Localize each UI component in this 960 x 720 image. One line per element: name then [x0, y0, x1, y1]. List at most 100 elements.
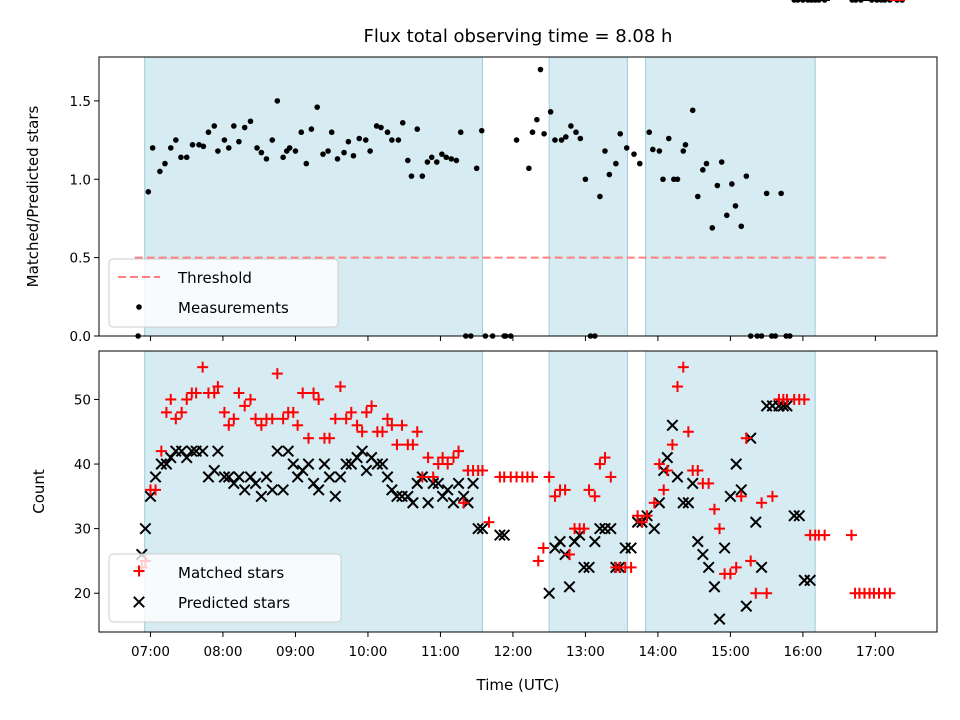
measurement-point — [700, 167, 706, 173]
measurement-point — [205, 129, 212, 136]
matched-star-point — [190, 387, 202, 399]
matched-star-point — [798, 393, 810, 405]
measurement-point — [868, 0, 875, 3]
measurement-point — [303, 160, 310, 167]
matched-star-point — [345, 406, 357, 418]
measurement-point — [362, 137, 369, 143]
measurement-point — [694, 193, 701, 200]
matched-star-point — [692, 465, 704, 477]
measurement-point — [247, 118, 254, 125]
predicted-marker-stroke — [441, 483, 454, 496]
predicted-star-point — [588, 535, 601, 548]
predicted-star-point — [793, 509, 806, 522]
measurement-point — [534, 116, 540, 123]
predicted-star-point — [788, 509, 801, 522]
predicted-marker-stroke — [329, 490, 342, 503]
measurement-point — [419, 173, 426, 179]
predicted-star-point — [713, 613, 726, 625]
measurement-point — [631, 151, 637, 157]
predicted-marker-stroke — [543, 587, 556, 600]
matched-star-point — [648, 497, 660, 509]
predicted-star-point — [594, 522, 606, 535]
measurement-point — [328, 129, 335, 136]
predicted-star-point — [155, 458, 168, 470]
measurement-point — [389, 137, 395, 143]
predicted-star-point — [493, 529, 506, 542]
measurement-point — [286, 145, 293, 151]
predicted-marker-stroke — [724, 490, 737, 503]
matched-star-point — [313, 393, 325, 405]
matched-star-point — [682, 426, 694, 438]
measurement-point — [597, 193, 603, 200]
measurement-point — [378, 124, 384, 131]
legend-predicted-label: Predicted stars — [178, 594, 290, 612]
matched-star-point — [396, 419, 408, 431]
matched-star-point — [239, 400, 251, 412]
x-tick-label: 15:00 — [711, 644, 750, 660]
x-tick-label: 08:00 — [204, 644, 243, 660]
top-y-axis-label: Matched/Predicted stars — [24, 106, 42, 288]
predicted-marker-stroke — [422, 496, 435, 509]
top-observing-window — [645, 56, 816, 337]
predicted-marker-stroke — [266, 483, 279, 496]
matched-star-point — [703, 477, 715, 489]
x-tick-label: 17:00 — [856, 644, 895, 660]
matched-star-point — [366, 400, 378, 412]
predicted-marker-stroke — [356, 445, 369, 458]
predicted-star-point — [233, 471, 245, 483]
measurement-point — [157, 168, 163, 175]
matched-star-point — [661, 465, 673, 477]
matched-star-point — [526, 471, 538, 483]
measurement-point — [173, 137, 179, 143]
measurement-point — [682, 141, 689, 148]
measurement-point — [399, 120, 406, 126]
matched-star-point — [625, 561, 637, 573]
measurement-point — [439, 151, 445, 157]
predicted-star-point — [391, 490, 403, 503]
matched-star-point — [391, 439, 403, 451]
matched-star-point — [730, 561, 742, 573]
matched-star-point — [303, 432, 314, 444]
predicted-star-point — [447, 496, 460, 509]
predicted-marker-stroke — [755, 561, 768, 574]
measurement-point — [529, 129, 536, 136]
predicted-marker-stroke — [406, 496, 419, 509]
predicted-marker-stroke — [498, 529, 511, 542]
measurement-point — [145, 188, 152, 195]
measurement-point — [263, 156, 270, 162]
matched-star-point — [334, 381, 346, 393]
matched-star-point — [437, 452, 449, 464]
predicted-star-point — [625, 542, 637, 554]
predicted-marker-stroke — [686, 477, 699, 490]
matched-star-point — [181, 393, 193, 405]
matched-star-point — [453, 445, 465, 457]
predicted-star-point — [139, 522, 152, 535]
predicted-marker-stroke — [371, 458, 384, 470]
matched-star-point — [360, 406, 372, 418]
matched-star-point — [447, 452, 459, 464]
predicted-star-point — [563, 580, 576, 593]
predicted-marker-stroke — [277, 483, 290, 496]
matched-star-point — [308, 387, 320, 399]
predicted-star-point — [360, 464, 373, 477]
predicted-marker-stroke — [282, 445, 295, 458]
predicted-marker-stroke — [287, 458, 300, 470]
predicted-star-point — [476, 522, 489, 535]
measurement-point — [350, 152, 357, 159]
measurement-point — [384, 129, 391, 136]
measurement-point — [743, 173, 750, 179]
predicted-marker-stroke — [476, 522, 489, 535]
measurement-point — [189, 141, 196, 148]
predicted-marker-stroke — [648, 522, 661, 535]
measurement-point — [795, 0, 801, 3]
predicted-star-point — [682, 496, 695, 509]
predicted-marker-stroke — [391, 490, 403, 503]
predicted-star-point — [467, 477, 479, 490]
measurement-point — [280, 154, 286, 161]
matched-star-point — [819, 529, 831, 541]
matched-star-point — [324, 432, 336, 444]
measurement-point — [373, 123, 380, 129]
matched-star-point — [845, 529, 857, 541]
predicted-marker-stroke — [447, 496, 460, 509]
